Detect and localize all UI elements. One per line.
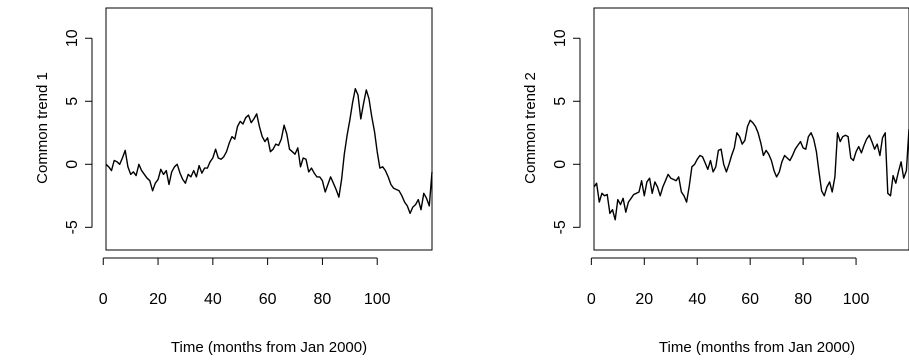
series-line: [593, 119, 909, 221]
plot-frame: [593, 7, 909, 251]
x-tick-label: 80: [794, 291, 812, 308]
y-tick-label: 0: [552, 160, 569, 169]
x-axis-title: Time (months from Jan 2000): [659, 339, 855, 356]
x-tick-label: 80: [314, 291, 332, 308]
plot-frame: [105, 7, 433, 251]
y-axis-title: Common trend 2: [522, 72, 539, 184]
x-tick-label: 60: [741, 291, 759, 308]
y-tick-label: -5: [64, 220, 81, 234]
chart-panel-trend-2: Common trend 2 Time (months from Jan 200…: [522, 7, 909, 356]
y-tick-label: 5: [64, 97, 81, 106]
y-tick-label: -5: [552, 220, 569, 234]
y-axis-title: Common trend 1: [34, 72, 51, 184]
x-axis-title: Time (months from Jan 2000): [171, 339, 367, 356]
x-tick-label: 100: [843, 291, 870, 308]
series-line: [105, 87, 433, 215]
x-tick-label: 20: [635, 291, 653, 308]
y-tick-label: 0: [64, 160, 81, 169]
y-tick-label: 10: [552, 29, 569, 47]
x-tick-label: 60: [259, 291, 277, 308]
x-tick-label: 20: [149, 291, 167, 308]
x-tick-label: 40: [204, 291, 222, 308]
chart-panel-trend-1: Common trend 1 Time (months from Jan 200…: [34, 7, 433, 356]
y-tick-label: 5: [552, 97, 569, 106]
x-tick-label: 40: [688, 291, 706, 308]
x-tick-label: 100: [364, 291, 391, 308]
y-tick-label: 10: [64, 29, 81, 47]
x-tick-label: 0: [99, 291, 108, 308]
x-tick-label: 0: [587, 291, 596, 308]
